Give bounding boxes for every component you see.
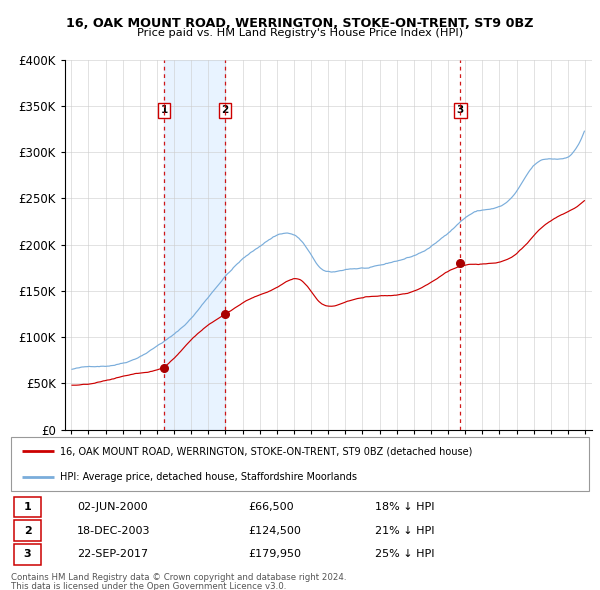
Text: 2: 2 <box>23 526 31 536</box>
FancyBboxPatch shape <box>14 520 41 541</box>
Text: £179,950: £179,950 <box>248 549 301 559</box>
Text: £66,500: £66,500 <box>248 502 293 512</box>
Text: 18-DEC-2003: 18-DEC-2003 <box>77 526 151 536</box>
Text: Contains HM Land Registry data © Crown copyright and database right 2024.: Contains HM Land Registry data © Crown c… <box>11 573 346 582</box>
Bar <box>164 60 225 430</box>
Text: 21% ↓ HPI: 21% ↓ HPI <box>375 526 434 536</box>
Text: 22-SEP-2017: 22-SEP-2017 <box>77 549 148 559</box>
FancyBboxPatch shape <box>14 544 41 565</box>
Text: 18% ↓ HPI: 18% ↓ HPI <box>375 502 434 512</box>
Text: 16, OAK MOUNT ROAD, WERRINGTON, STOKE-ON-TRENT, ST9 0BZ: 16, OAK MOUNT ROAD, WERRINGTON, STOKE-ON… <box>66 17 534 30</box>
Text: 2: 2 <box>221 106 229 116</box>
FancyBboxPatch shape <box>14 497 41 517</box>
Text: 1: 1 <box>23 502 31 512</box>
Text: HPI: Average price, detached house, Staffordshire Moorlands: HPI: Average price, detached house, Staf… <box>60 473 357 482</box>
Text: 1: 1 <box>161 106 168 116</box>
Text: 3: 3 <box>457 106 464 116</box>
Text: Price paid vs. HM Land Registry's House Price Index (HPI): Price paid vs. HM Land Registry's House … <box>137 28 463 38</box>
Text: This data is licensed under the Open Government Licence v3.0.: This data is licensed under the Open Gov… <box>11 582 286 590</box>
Text: 3: 3 <box>24 549 31 559</box>
Text: 25% ↓ HPI: 25% ↓ HPI <box>375 549 434 559</box>
FancyBboxPatch shape <box>11 437 589 491</box>
Text: 16, OAK MOUNT ROAD, WERRINGTON, STOKE-ON-TRENT, ST9 0BZ (detached house): 16, OAK MOUNT ROAD, WERRINGTON, STOKE-ON… <box>60 446 472 456</box>
Text: £124,500: £124,500 <box>248 526 301 536</box>
Text: 02-JUN-2000: 02-JUN-2000 <box>77 502 148 512</box>
